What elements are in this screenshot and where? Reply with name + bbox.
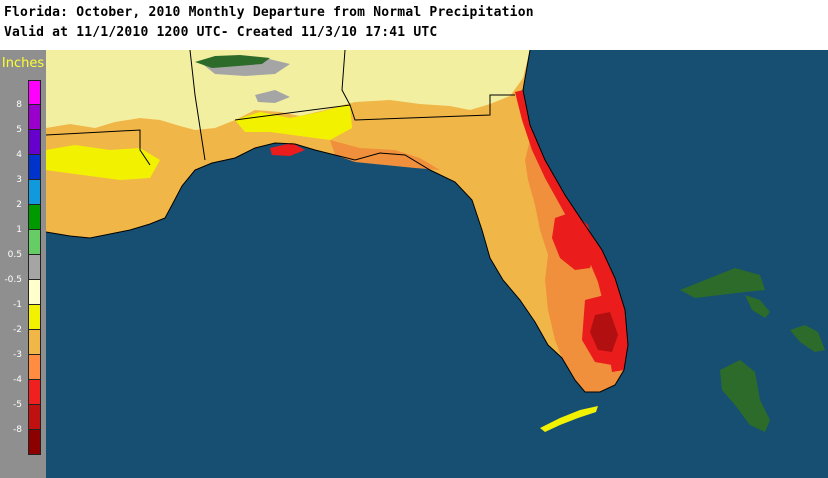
precipitation-map bbox=[46, 50, 828, 478]
land-dark-red-zone bbox=[590, 312, 618, 352]
legend-label: 8 bbox=[16, 100, 22, 110]
legend-label: -8 bbox=[13, 425, 22, 435]
coastline bbox=[46, 50, 629, 393]
land-northern-dry-zone bbox=[46, 50, 530, 130]
land-green-patch bbox=[195, 55, 270, 68]
legend-label: -4 bbox=[13, 375, 22, 385]
legend-swatch bbox=[28, 230, 41, 255]
legend-swatch bbox=[28, 305, 41, 330]
legend-label: -5 bbox=[13, 400, 22, 410]
land-red-zone bbox=[515, 90, 628, 372]
legend-swatch bbox=[28, 380, 41, 405]
legend-label: 2 bbox=[16, 200, 22, 210]
legend-units-label: Inches bbox=[1, 56, 45, 71]
legend-swatch bbox=[28, 280, 41, 305]
legend-label: 5 bbox=[16, 125, 22, 135]
legend-swatch bbox=[28, 405, 41, 430]
legend-swatch bbox=[28, 155, 41, 180]
legend-swatch bbox=[28, 255, 41, 280]
legend-swatch bbox=[28, 330, 41, 355]
land-bahamas-grand-bahama bbox=[680, 268, 765, 298]
land-bahamas-abaco bbox=[745, 295, 770, 318]
legend-label: -2 bbox=[13, 325, 22, 335]
land-bahamas-eleuthera bbox=[790, 325, 825, 352]
legend-swatch bbox=[28, 130, 41, 155]
legend-swatch bbox=[28, 355, 41, 380]
land-yellow-patch bbox=[46, 145, 160, 180]
legend-label: -1 bbox=[13, 300, 22, 310]
land-red-zone bbox=[552, 212, 595, 270]
land-gray-patch bbox=[255, 90, 290, 103]
map-subtitle: Valid at 11/1/2010 1200 UTC- Created 11/… bbox=[4, 25, 438, 40]
legend-label: 4 bbox=[16, 150, 22, 160]
map-header: Florida: October, 2010 Monthly Departure… bbox=[0, 0, 828, 50]
legend-swatch bbox=[28, 205, 41, 230]
legend-swatch bbox=[28, 105, 41, 130]
land-mainland bbox=[46, 50, 628, 392]
legend-swatch bbox=[28, 80, 41, 105]
land-red-zone bbox=[270, 143, 305, 156]
legend-label: -0.5 bbox=[4, 275, 22, 285]
state-border-lines bbox=[46, 50, 515, 166]
land-yellow-patch bbox=[235, 104, 352, 140]
legend-swatch bbox=[28, 180, 41, 205]
legend-label: 3 bbox=[16, 175, 22, 185]
legend-label: 1 bbox=[16, 225, 22, 235]
legend-label: -3 bbox=[13, 350, 22, 360]
land-bahamas-andros bbox=[720, 360, 770, 432]
land-florida-keys bbox=[540, 406, 598, 432]
map-title: Florida: October, 2010 Monthly Departure… bbox=[4, 5, 534, 20]
legend-label: 0.5 bbox=[7, 250, 22, 260]
legend-swatch bbox=[28, 430, 41, 455]
land-dark-orange-zone bbox=[330, 140, 440, 170]
